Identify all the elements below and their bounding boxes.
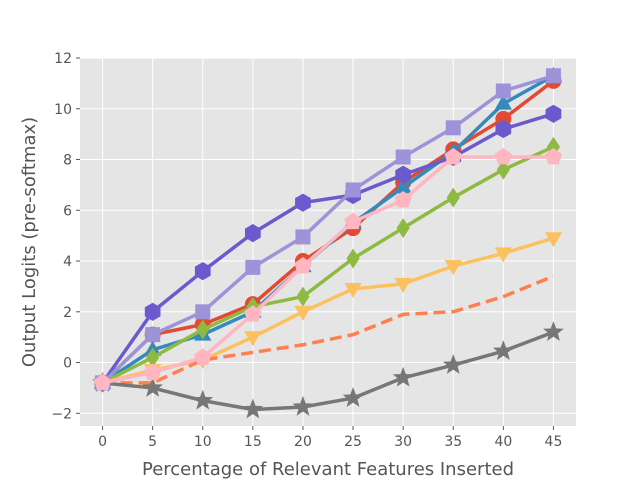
diamond-marker xyxy=(196,319,210,340)
star-marker xyxy=(292,396,314,416)
triangle-down-marker xyxy=(344,282,362,298)
hexagon-marker xyxy=(495,119,512,139)
triangle-down-marker xyxy=(444,260,462,276)
pentagon-marker xyxy=(394,191,412,208)
star-marker xyxy=(192,389,214,410)
square-marker xyxy=(445,120,461,136)
square-marker xyxy=(195,304,211,320)
hexagon-marker xyxy=(395,165,412,184)
triangle-down-marker xyxy=(294,305,312,321)
x-tick-label: 40 xyxy=(494,434,512,450)
pentagon-marker xyxy=(194,348,212,365)
y-tick-label: −2 xyxy=(51,406,72,422)
y-tick-label: 2 xyxy=(63,305,72,321)
pentagon-marker xyxy=(143,363,162,381)
x-tick-label: 30 xyxy=(394,434,412,450)
hexagon-marker xyxy=(194,262,211,281)
series-line xyxy=(100,112,556,385)
series-line xyxy=(100,74,556,385)
triangle-down-marker xyxy=(244,331,262,347)
y-tick-label: 0 xyxy=(63,356,72,372)
diamond-marker xyxy=(446,187,460,208)
hexagon-marker xyxy=(295,193,311,212)
y-tick-label: 4 xyxy=(63,254,72,270)
square-marker xyxy=(395,149,411,165)
series-9 xyxy=(93,147,563,391)
series-line xyxy=(102,274,555,385)
square-marker xyxy=(245,259,261,275)
x-tick-label: 25 xyxy=(344,434,362,450)
x-tick-label: 10 xyxy=(194,434,212,450)
hexagon-marker xyxy=(545,104,562,123)
y-tick-label: 12 xyxy=(54,51,72,67)
star-marker xyxy=(392,366,414,387)
triangle-down-marker xyxy=(494,247,513,263)
x-tick-label: 0 xyxy=(98,434,107,450)
x-tick-label: 5 xyxy=(148,434,157,450)
square-marker xyxy=(545,68,561,84)
x-tick-label: 15 xyxy=(244,434,262,450)
y-axis-label: Output Logits (pre-softmax) xyxy=(19,117,40,367)
square-marker xyxy=(345,182,361,198)
tick-labels: 0 5 10 15 20 25 30 35 40 45 −2 0 2 4 6 8 10 12 xyxy=(51,51,562,450)
star-marker xyxy=(142,377,164,397)
x-tick-label: 35 xyxy=(444,434,462,450)
diamond-marker xyxy=(496,159,510,180)
hexagon-marker xyxy=(244,224,261,243)
series-line xyxy=(100,155,556,385)
diamond-marker xyxy=(296,286,310,307)
x-axis-label: Percentage of Relevant Features Inserted xyxy=(142,459,514,480)
y-tick-label: 8 xyxy=(63,153,72,169)
square-marker xyxy=(495,83,511,99)
pentagon-marker xyxy=(444,147,462,165)
star-marker xyxy=(342,387,364,407)
triangle-down-marker xyxy=(544,232,563,248)
pentagon-marker xyxy=(93,373,112,391)
star-marker xyxy=(442,354,464,374)
series-line xyxy=(100,145,556,385)
pentagon-marker xyxy=(294,256,312,274)
pentagon-marker xyxy=(544,147,563,165)
hexagon-marker xyxy=(144,302,161,321)
series-layer xyxy=(92,66,564,419)
pentagon-marker xyxy=(344,212,362,230)
square-marker xyxy=(145,327,161,343)
x-tick-label: 45 xyxy=(545,434,563,450)
triangle-up-marker xyxy=(494,94,513,110)
x-tick-label: 20 xyxy=(294,434,312,450)
series-8 xyxy=(95,68,561,391)
series-line xyxy=(100,330,556,412)
star-marker xyxy=(543,321,564,341)
diamond-marker xyxy=(396,218,410,238)
star-marker xyxy=(492,340,514,360)
diamond-marker xyxy=(346,248,360,269)
square-marker xyxy=(295,229,311,245)
pentagon-marker xyxy=(244,305,262,322)
series-5 xyxy=(102,274,555,385)
y-tick-label: 6 xyxy=(63,203,72,219)
triangle-down-marker xyxy=(394,277,412,293)
star-marker xyxy=(242,398,264,419)
y-tick-label: 10 xyxy=(54,102,72,118)
pentagon-marker xyxy=(494,147,513,165)
